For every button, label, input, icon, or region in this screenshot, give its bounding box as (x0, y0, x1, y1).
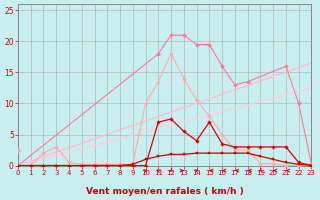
X-axis label: Vent moyen/en rafales ( km/h ): Vent moyen/en rafales ( km/h ) (86, 187, 244, 196)
